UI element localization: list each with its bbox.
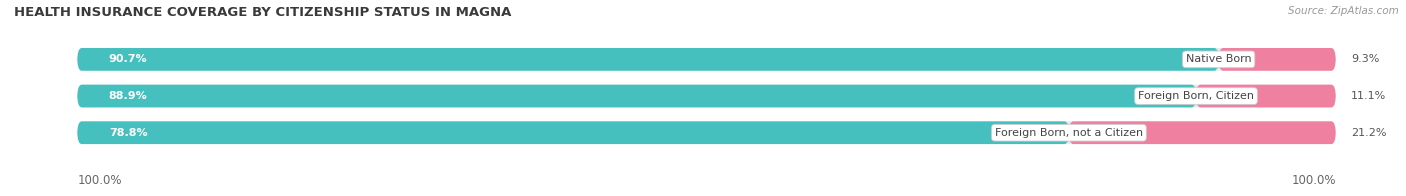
FancyBboxPatch shape: [1069, 121, 1336, 144]
Text: Foreign Born, Citizen: Foreign Born, Citizen: [1137, 91, 1254, 101]
Text: HEALTH INSURANCE COVERAGE BY CITIZENSHIP STATUS IN MAGNA: HEALTH INSURANCE COVERAGE BY CITIZENSHIP…: [14, 6, 512, 19]
Text: Native Born: Native Born: [1185, 54, 1251, 64]
FancyBboxPatch shape: [77, 48, 1219, 71]
FancyBboxPatch shape: [1197, 85, 1336, 107]
Text: 11.1%: 11.1%: [1351, 91, 1386, 101]
Text: 100.0%: 100.0%: [1291, 174, 1336, 187]
FancyBboxPatch shape: [77, 85, 1197, 107]
Text: 100.0%: 100.0%: [77, 174, 122, 187]
FancyBboxPatch shape: [1219, 48, 1336, 71]
Text: 90.7%: 90.7%: [108, 54, 148, 64]
Text: 9.3%: 9.3%: [1351, 54, 1379, 64]
Text: Foreign Born, not a Citizen: Foreign Born, not a Citizen: [995, 128, 1143, 138]
Text: 88.9%: 88.9%: [108, 91, 148, 101]
Text: 78.8%: 78.8%: [108, 128, 148, 138]
FancyBboxPatch shape: [77, 121, 1069, 144]
FancyBboxPatch shape: [77, 121, 1336, 144]
Text: Source: ZipAtlas.com: Source: ZipAtlas.com: [1288, 6, 1399, 16]
FancyBboxPatch shape: [77, 85, 1336, 107]
Text: 21.2%: 21.2%: [1351, 128, 1386, 138]
FancyBboxPatch shape: [77, 48, 1336, 71]
